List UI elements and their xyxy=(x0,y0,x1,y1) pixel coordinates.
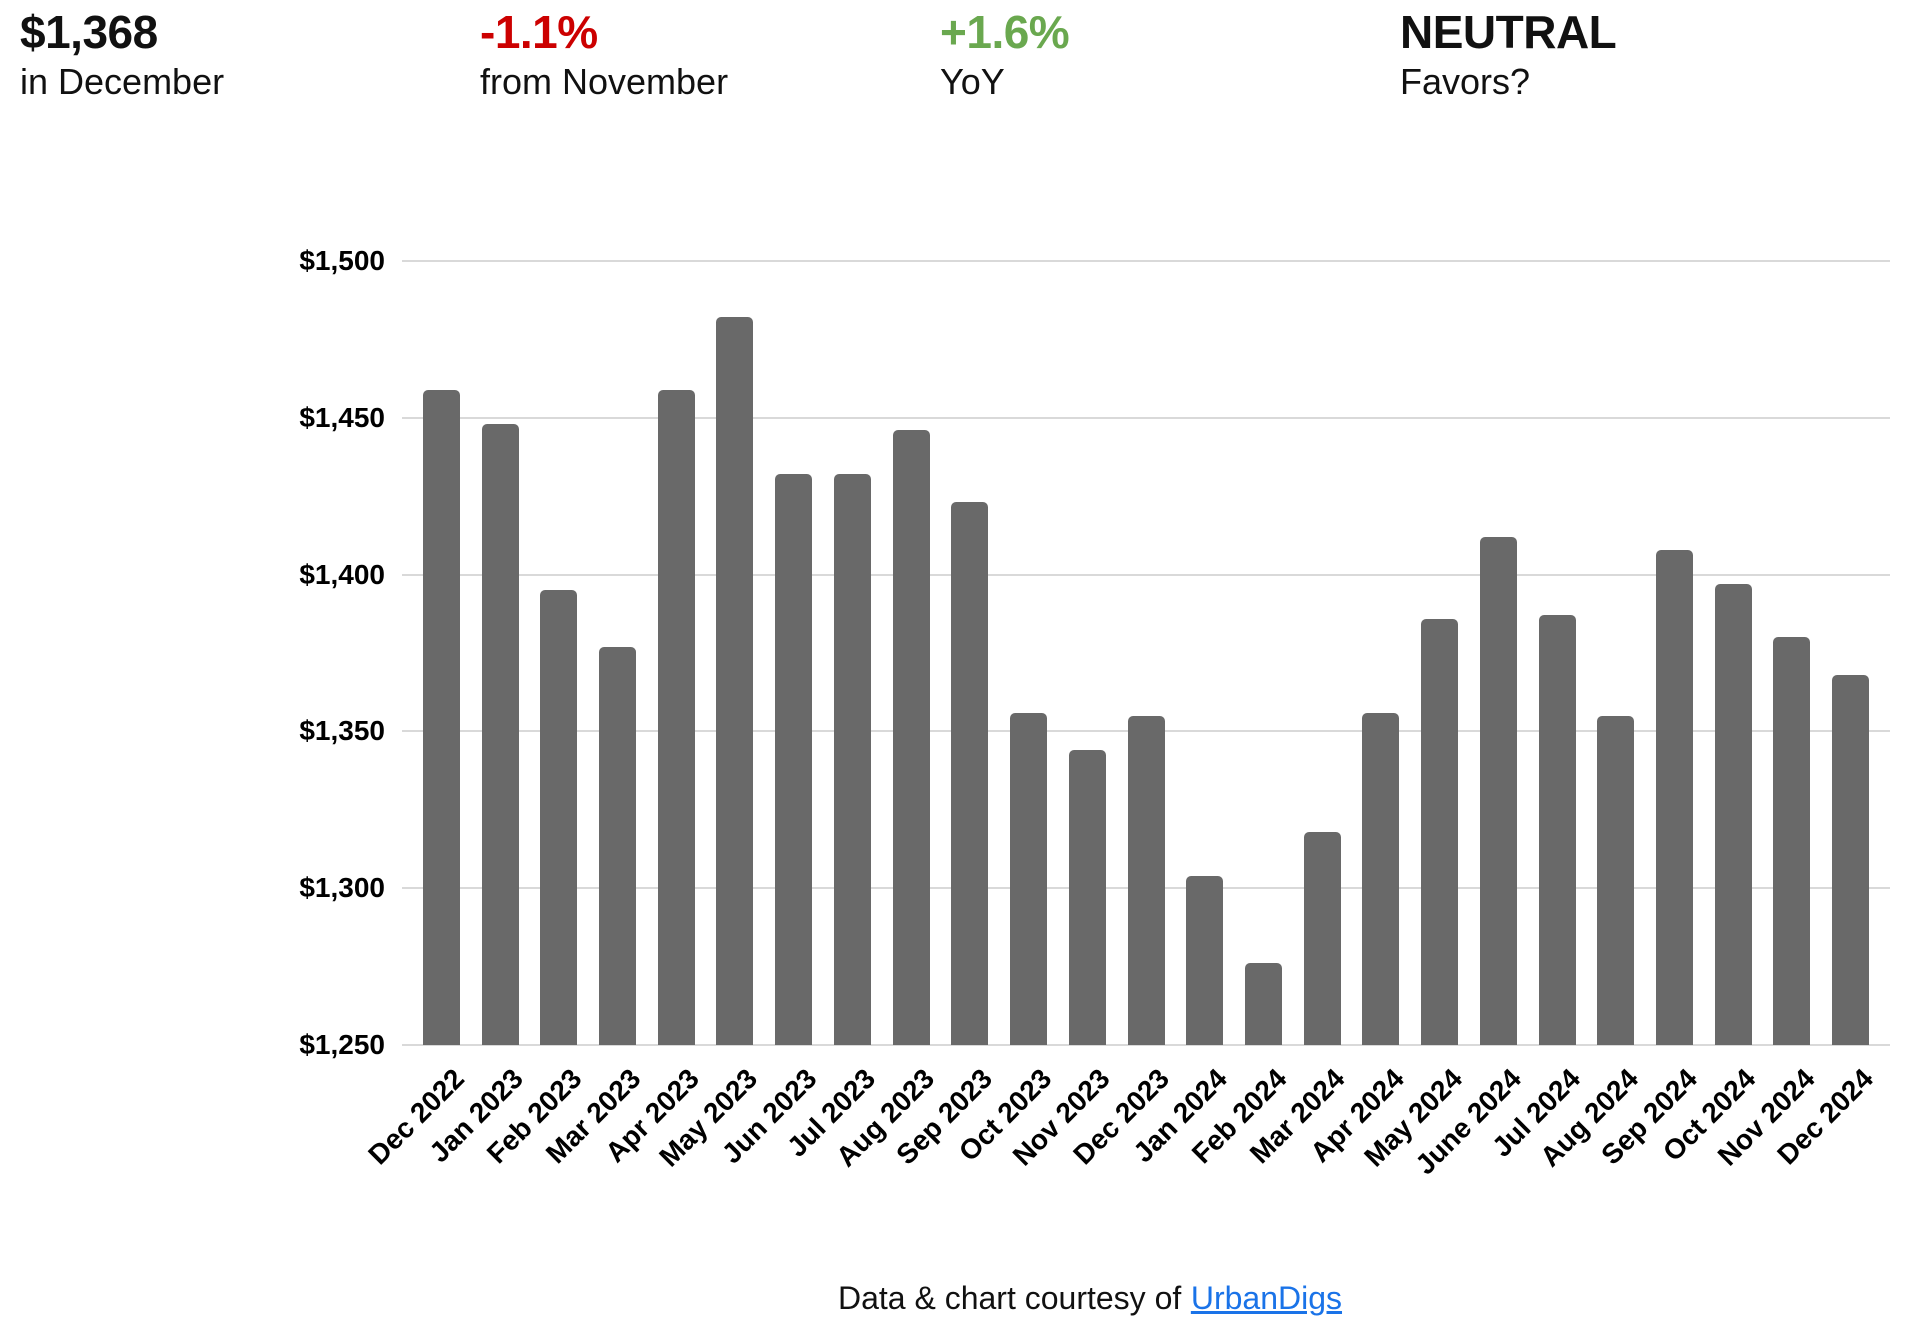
y-gridline xyxy=(402,416,1890,419)
attribution-text: Data & chart courtesy of xyxy=(837,1280,1182,1316)
bar[interactable] xyxy=(1832,674,1870,1045)
y-axis-label: $1,300 xyxy=(299,872,385,904)
stat-year-over-year-label: YoY xyxy=(940,60,1005,102)
bar[interactable] xyxy=(892,430,930,1045)
y-axis-label: $1,250 xyxy=(299,1029,385,1060)
stat-current-price-value: $1,368 xyxy=(20,6,158,58)
bar[interactable] xyxy=(1127,715,1165,1045)
bar[interactable] xyxy=(833,474,871,1045)
urbandigs-link[interactable]: UrbanDigs xyxy=(1190,1280,1343,1316)
bar[interactable] xyxy=(1714,584,1752,1045)
bar[interactable] xyxy=(481,424,519,1045)
bar[interactable] xyxy=(540,590,578,1045)
stat-current-price: $1,368 in December xyxy=(20,6,225,102)
attribution: Data & chart courtesy of UrbanDigs xyxy=(838,1280,1342,1317)
bar[interactable] xyxy=(1538,615,1576,1045)
bar[interactable] xyxy=(1244,963,1282,1045)
stat-market-lean-value: NEUTRAL xyxy=(1400,6,1617,58)
bar[interactable] xyxy=(1655,549,1693,1045)
y-gridline xyxy=(402,573,1890,576)
bar[interactable] xyxy=(716,317,754,1045)
y-gridline xyxy=(402,1044,1890,1046)
stat-market-lean: NEUTRAL Favors? xyxy=(1400,6,1617,102)
stat-current-price-label: in December xyxy=(20,60,225,102)
bar[interactable] xyxy=(1362,712,1400,1045)
bar[interactable] xyxy=(1773,637,1811,1045)
y-axis-label: $1,400 xyxy=(299,558,385,590)
bar[interactable] xyxy=(1479,536,1517,1045)
bar[interactable] xyxy=(1303,831,1341,1045)
y-gridline xyxy=(402,260,1890,262)
bar[interactable] xyxy=(422,389,460,1045)
stat-year-over-year: +1.6% YoY xyxy=(940,6,1070,102)
y-axis-label: $1,350 xyxy=(299,715,385,747)
bar[interactable] xyxy=(951,502,989,1045)
y-axis-label: $1,450 xyxy=(299,401,385,433)
bar[interactable] xyxy=(775,474,813,1045)
stat-year-over-year-value: +1.6% xyxy=(940,6,1070,58)
stat-month-over-month-label: from November xyxy=(480,60,729,102)
bar[interactable] xyxy=(1421,618,1459,1045)
stat-month-over-month: -1.1% from November xyxy=(480,6,729,102)
stat-month-over-month-value: -1.1% xyxy=(480,6,598,58)
y-axis-label: $1,500 xyxy=(299,245,385,276)
bar[interactable] xyxy=(1597,715,1635,1045)
bar[interactable] xyxy=(1186,875,1224,1045)
bar[interactable] xyxy=(599,646,637,1045)
bar[interactable] xyxy=(1010,712,1048,1045)
stat-market-lean-label: Favors? xyxy=(1400,60,1531,102)
bar[interactable] xyxy=(1068,750,1106,1045)
bar[interactable] xyxy=(657,389,695,1045)
